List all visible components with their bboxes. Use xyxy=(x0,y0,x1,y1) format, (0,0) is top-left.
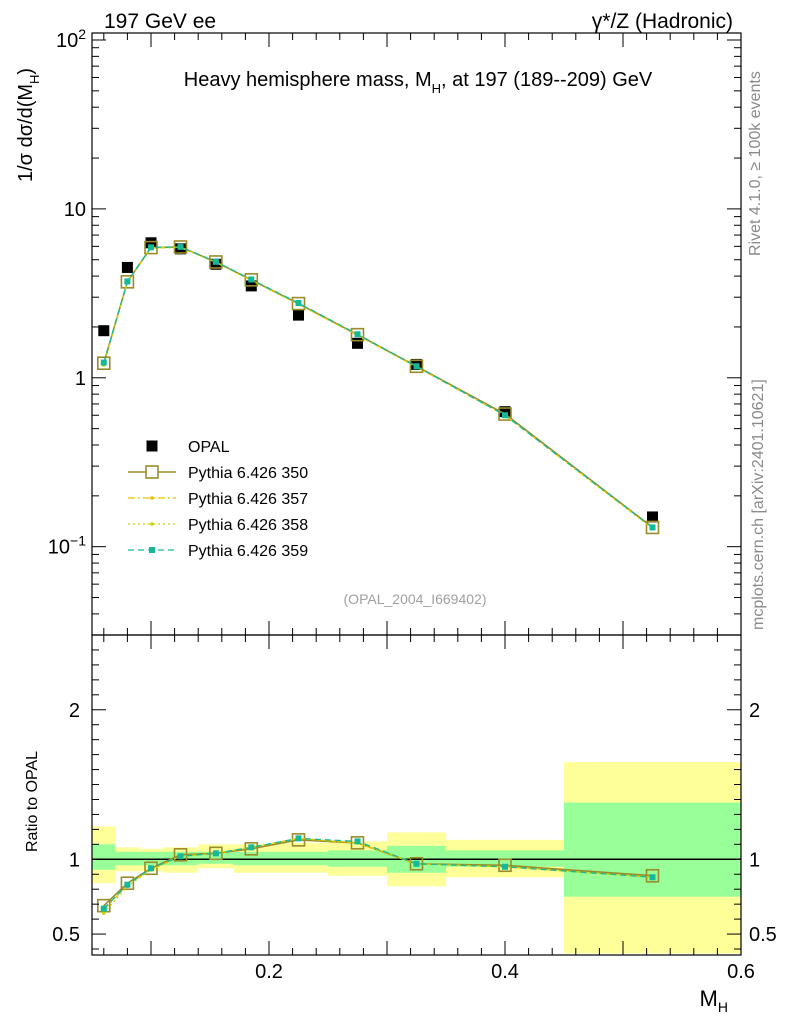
ratio-series-3-point-6 xyxy=(295,835,302,842)
main-series-line-1 xyxy=(103,246,653,529)
ratio-band-inner-0 xyxy=(92,844,116,870)
ratio-series-3-point-8 xyxy=(413,860,420,867)
header-left-label: 197 GeV ee xyxy=(104,10,216,33)
axes: 102 10 1 10−1 0.2 0.4 0.6 0.5 0.5 1 1 2 2 xyxy=(48,26,777,983)
ratio-series-3-point-0 xyxy=(100,905,107,912)
ratio-y-tick-label-0: 0.5 xyxy=(52,924,80,946)
main-series-4-point-1 xyxy=(124,278,131,285)
legend-marker-4 xyxy=(149,547,155,553)
legend-label-0: OPAL xyxy=(188,439,230,456)
main-y-tick-label-1: 10 xyxy=(64,199,86,221)
legend-marker-1 xyxy=(145,465,159,479)
legend: OPAL Pythia 6.426 350 Pythia 6.426 357 Pyth… xyxy=(128,439,308,560)
ratio-series-3-point-1 xyxy=(124,881,131,888)
ratio-band-inner-10 xyxy=(564,802,741,897)
ratio-y-tick-label-right-0: 0.5 xyxy=(749,924,777,946)
legend-marker-2 xyxy=(150,496,154,500)
main-chart-title: Heavy hemisphere mass, MH, at 197 (189--… xyxy=(184,69,653,96)
mcplots-label: mcplots.cern.ch [arXiv:2401.10621] xyxy=(750,379,767,630)
ratio-y-tick-label-right-2: 2 xyxy=(749,700,760,722)
ratio-series-3-point-9 xyxy=(502,863,508,870)
main-opal-point-1 xyxy=(121,261,133,273)
ratio-y-tick-label-right-1: 1 xyxy=(749,849,760,871)
main-series-1-point-0 xyxy=(97,356,111,371)
main-opal-point-9 xyxy=(499,406,511,418)
main-opal-point-10 xyxy=(647,511,658,523)
main-series-4-point-4 xyxy=(212,258,219,265)
legend-label-2: Pythia 6.426 357 xyxy=(188,491,308,508)
main-series-1-point-7 xyxy=(350,327,365,342)
ratio-series-3-point-4 xyxy=(212,850,219,857)
legend-label-4: Pythia 6.426 359 xyxy=(188,543,308,560)
main-series-1-point-6 xyxy=(291,296,306,311)
main-series-4-point-9 xyxy=(502,412,508,419)
ratio-series-3-point-3 xyxy=(177,853,184,860)
legend-label-3: Pythia 6.426 358 xyxy=(188,517,308,534)
main-series-4-point-8 xyxy=(413,363,420,370)
main-series-1-point-4 xyxy=(209,255,223,269)
ratio-series-0-point-7 xyxy=(350,836,365,850)
ratio-band-inner-4 xyxy=(198,851,234,864)
ratio-y-axis-label: Ratio to OPAL xyxy=(24,751,41,852)
main-series-4-point-3 xyxy=(177,243,184,250)
header-right-label: γ*/Z (Hadronic) xyxy=(592,10,733,33)
main-series xyxy=(97,237,660,535)
x-tick-label-2: 0.6 xyxy=(727,961,755,983)
main-series-4-point-0 xyxy=(100,359,107,366)
main-opal-point-7 xyxy=(352,337,363,349)
ratio-uncertainty-bands xyxy=(92,762,741,954)
main-series-1-point-1 xyxy=(120,275,135,289)
ratio-series-0-point-3 xyxy=(173,848,188,862)
ratio-y-tick-label-2: 2 xyxy=(69,700,80,722)
ratio-series-0-point-1 xyxy=(120,876,135,891)
main-opal-point-0 xyxy=(98,325,110,337)
x-tick-label-0: 0.2 xyxy=(255,961,283,983)
main-series-line-2 xyxy=(103,246,653,529)
ratio-series-0-point-10 xyxy=(645,868,660,883)
main-series-4-point-10 xyxy=(649,524,656,531)
ratio-series-2-point-0 xyxy=(102,911,106,915)
legend-marker-3 xyxy=(150,522,154,526)
ratio-series-0-point-2 xyxy=(144,861,158,876)
x-tick-label-1: 0.4 xyxy=(491,961,519,983)
ratio-series-3-point-7 xyxy=(354,838,361,845)
main-series-1-point-5 xyxy=(244,273,259,287)
x-axis-label: MH xyxy=(700,986,728,1015)
main-series-4-point-7 xyxy=(354,331,361,338)
main-opal-point-2 xyxy=(145,237,157,249)
ratio-series-3-point-10 xyxy=(649,874,656,881)
main-y-tick-label-2: 1 xyxy=(75,368,86,390)
main-y-tick-label-0: 102 xyxy=(56,26,86,52)
main-series-line-4 xyxy=(103,246,653,528)
ratio-series xyxy=(97,833,660,915)
rivet-version-label: Rivet 4.1.0, ≥ 100k events xyxy=(747,71,764,256)
main-series-1-point-9 xyxy=(498,407,512,421)
ratio-y-tick-label-1: 1 xyxy=(69,849,80,871)
main-series-4-point-6 xyxy=(295,300,302,307)
legend-label-1: Pythia 6.426 350 xyxy=(188,465,308,482)
main-opal-point-6 xyxy=(293,309,304,321)
main-series-4-point-5 xyxy=(248,276,255,283)
analysis-tag: (OPAL_2004_I669402) xyxy=(344,591,487,607)
main-series-line-3 xyxy=(103,246,653,530)
main-series-4-point-2 xyxy=(148,244,154,251)
main-series-1-point-8 xyxy=(409,359,424,374)
main-series-1-point-10 xyxy=(645,520,660,535)
ratio-series-0-point-9 xyxy=(498,858,512,873)
legend-marker-opal xyxy=(146,440,158,452)
ratio-plot-frame xyxy=(91,634,742,956)
ratio-series-3-point-2 xyxy=(148,865,154,872)
ratio-series-3-point-5 xyxy=(248,844,255,851)
main-y-axis-label: 1/σ dσ/d(MH) xyxy=(15,68,42,182)
main-y-tick-label-3: 10−1 xyxy=(48,533,86,559)
